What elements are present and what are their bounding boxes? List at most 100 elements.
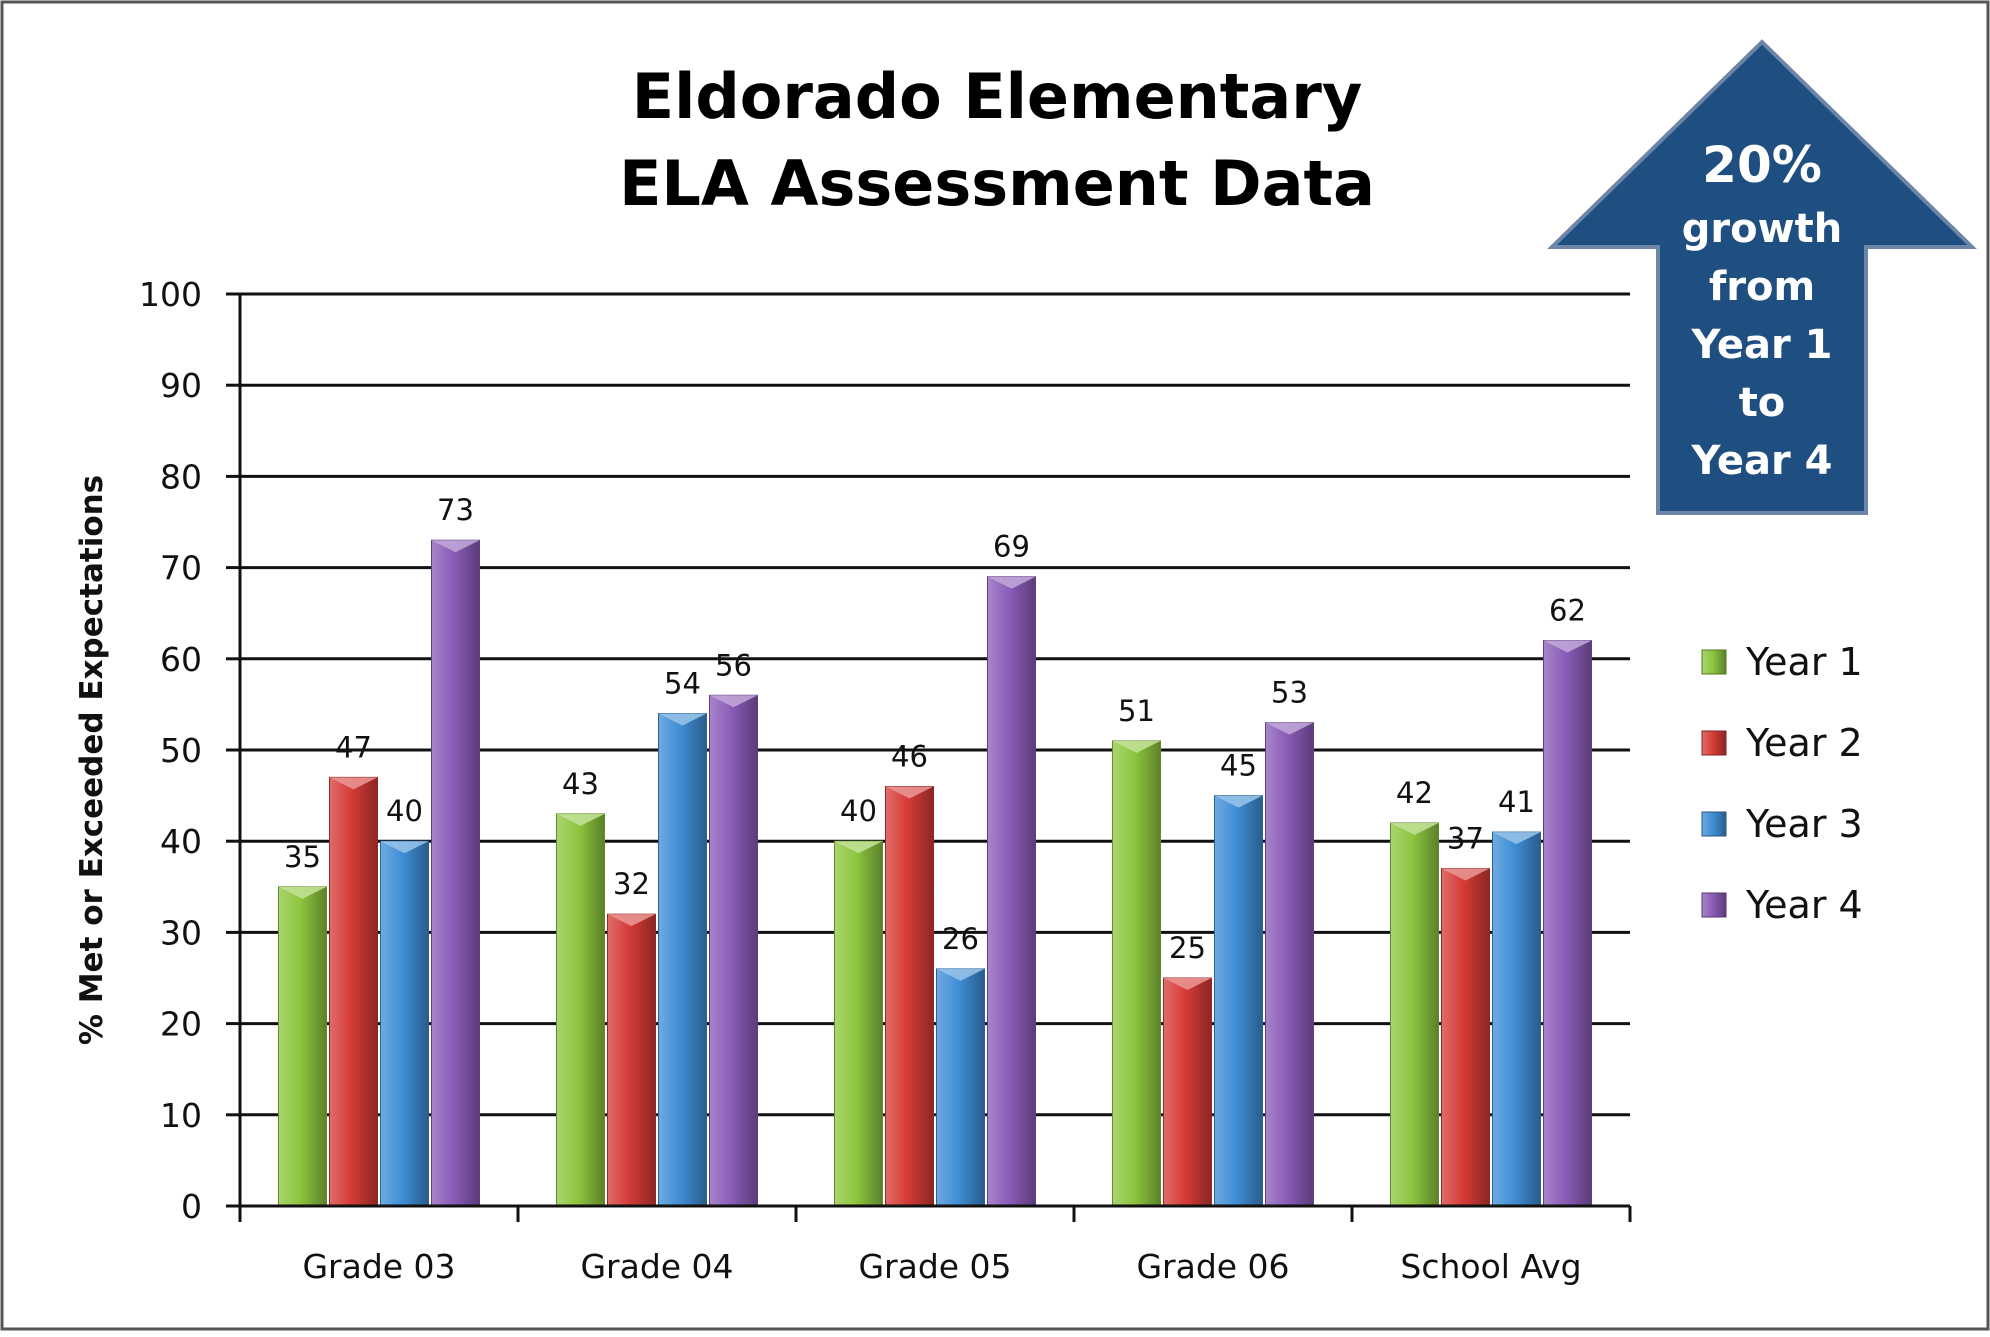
data-label: 54 [664, 667, 701, 701]
bar-year-3-school-avg [1492, 831, 1541, 1207]
legend-item-year-1: Year 1 [1701, 640, 1863, 684]
y-tick-label: 40 [160, 822, 202, 861]
bar-cap [1390, 822, 1439, 835]
data-label: 51 [1118, 694, 1155, 728]
chart-title-line-1: Eldorado Elementary [632, 60, 1362, 133]
up-arrow-icon [1547, 39, 1977, 515]
data-label: 35 [284, 840, 321, 874]
bar-cap [278, 886, 327, 899]
bar-year-1-grade-04 [556, 813, 605, 1207]
data-label: 40 [386, 794, 423, 828]
bar-year-1-school-avg [1390, 822, 1439, 1207]
bar-cap [329, 777, 378, 790]
data-label: 47 [335, 730, 372, 764]
data-label: 37 [1447, 822, 1484, 856]
bar-year-2-grade-06 [1163, 977, 1212, 1207]
legend-item-year-3: Year 3 [1701, 802, 1863, 846]
bar-year-4-grade-03 [431, 539, 480, 1207]
legend-swatch [1701, 811, 1727, 837]
x-tick-label: Grade 03 [302, 1247, 455, 1286]
bar-cap [1265, 722, 1314, 735]
bar-cap [1214, 795, 1263, 808]
data-label: 42 [1396, 776, 1433, 810]
y-tick-label: 10 [160, 1096, 202, 1135]
data-labels: 35 47 40 73 43 32 54 56 40 46 26 69 51 25 45 53 42 37 41 62 [284, 493, 1586, 965]
bar-year-4-grade-05 [987, 576, 1036, 1207]
data-label: 40 [840, 794, 877, 828]
bar-cap [1112, 740, 1161, 753]
y-tick-label: 50 [160, 731, 202, 770]
x-tick-label: School Avg [1400, 1247, 1581, 1286]
legend-swatch [1701, 892, 1727, 918]
y-axis-label: % Met or Exceeded Expectations [74, 475, 110, 1045]
y-tick-label: 90 [160, 366, 202, 405]
data-label: 45 [1220, 749, 1257, 783]
callout-line-1: 20% [1702, 136, 1822, 194]
bar-cap [380, 841, 429, 854]
data-label: 69 [993, 530, 1030, 564]
data-label: 25 [1169, 931, 1206, 965]
bar-year-2-grade-05 [885, 785, 934, 1207]
bar-year-4-grade-06 [1265, 722, 1314, 1207]
bar-year-4-school-avg [1543, 640, 1592, 1207]
bar-year-2-school-avg [1441, 868, 1490, 1207]
legend-item-year-2: Year 2 [1701, 721, 1863, 765]
y-tick-label: 100 [139, 275, 202, 314]
data-label: 56 [715, 648, 752, 682]
bar-year-4-grade-04 [709, 694, 758, 1207]
legend-label: Year 1 [1745, 640, 1863, 684]
data-label: 53 [1271, 676, 1308, 710]
data-label: 43 [562, 767, 599, 801]
bar-cap [709, 695, 758, 708]
legend: Year 1 Year 2 Year 3 Year 4 [1701, 640, 1863, 927]
y-tick-label: 20 [160, 1005, 202, 1044]
callout-line-2: growth [1682, 206, 1842, 252]
y-tick-label: 80 [160, 457, 202, 496]
bars [278, 539, 1592, 1207]
bar-year-3-grade-04 [658, 713, 707, 1207]
bar-year-2-grade-03 [329, 776, 378, 1207]
callout-line-5: to [1739, 380, 1786, 426]
bar-cap [556, 813, 605, 826]
bar-cap [885, 786, 934, 799]
legend-label: Year 2 [1745, 721, 1863, 765]
axes: 0 10 20 30 40 50 60 70 80 90 100 Grade 03 Grade 04 Gr… [139, 275, 1632, 1286]
bar-year-2-grade-04 [607, 913, 656, 1207]
bar-cap [936, 968, 985, 981]
bar-cap [658, 713, 707, 726]
bar-cap [1441, 868, 1490, 881]
x-tick-label: Grade 05 [858, 1247, 1011, 1286]
x-tick-label: Grade 06 [1136, 1247, 1289, 1286]
legend-label: Year 3 [1745, 802, 1863, 846]
bar-cap [1543, 640, 1592, 653]
growth-arrow-callout: 20% growth from Year 1 to Year 4 [1547, 39, 1977, 515]
legend-swatch [1701, 730, 1727, 756]
bar-cap [1163, 978, 1212, 990]
bar-year-3-grade-03 [380, 840, 429, 1207]
bar-cap [987, 576, 1036, 589]
y-tick-label: 30 [160, 913, 202, 952]
bar-cap [834, 841, 883, 854]
bar-year-3-grade-05 [936, 968, 985, 1207]
data-label: 73 [437, 493, 474, 527]
callout-line-4: Year 1 [1691, 322, 1833, 368]
bar-year-3-grade-06 [1214, 795, 1263, 1207]
data-label: 32 [613, 867, 650, 901]
legend-swatch [1701, 649, 1727, 675]
callout-line-6: Year 4 [1691, 438, 1833, 484]
bar-year-1-grade-03 [278, 886, 327, 1207]
data-label: 62 [1549, 594, 1586, 628]
chart-title-line-2: ELA Assessment Data [619, 147, 1375, 220]
data-label: 46 [891, 739, 928, 773]
bar-year-1-grade-06 [1112, 740, 1161, 1207]
bar-cap [1492, 832, 1541, 845]
legend-item-year-4: Year 4 [1701, 883, 1863, 927]
callout-line-3: from [1709, 264, 1815, 310]
bar-cap [431, 540, 480, 553]
y-tick-label: 60 [160, 640, 202, 679]
data-label: 41 [1498, 785, 1535, 819]
y-tick-label: 0 [181, 1187, 202, 1226]
legend-label: Year 4 [1745, 883, 1863, 927]
